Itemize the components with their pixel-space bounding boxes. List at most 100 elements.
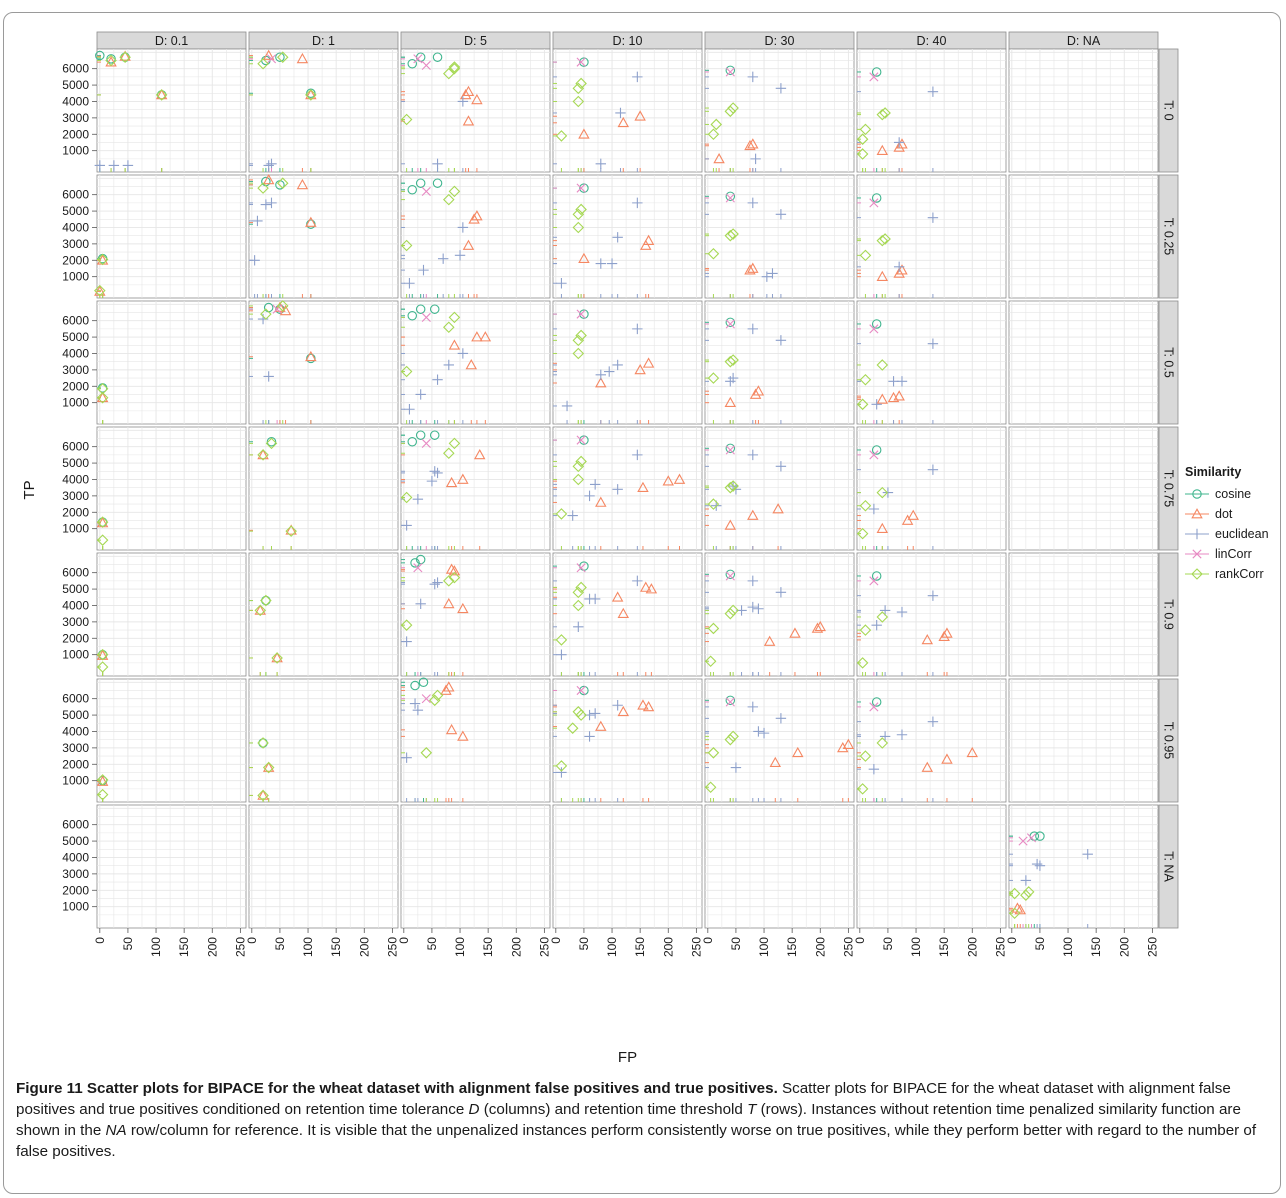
- panel: [400, 678, 551, 803]
- data-point-euclidean: [415, 598, 426, 610]
- data-point-euclidean: [426, 475, 438, 487]
- legend-key-dot: [1191, 508, 1203, 519]
- y-tick-label: 2000: [62, 631, 89, 645]
- data-point-rankCorr: [155, 89, 168, 101]
- data-point-dot: [893, 267, 905, 278]
- panel-points: [96, 382, 109, 424]
- data-point-rankCorr: [555, 760, 568, 772]
- panel: [704, 678, 855, 803]
- data-point-euclidean: [437, 253, 449, 264]
- x-tick-label: 50: [121, 937, 135, 951]
- data-point-dot: [305, 350, 317, 362]
- data-point-dot: [262, 761, 275, 772]
- data-point-euclidean: [429, 578, 440, 590]
- data-point-rankCorr: [443, 193, 455, 206]
- data-point-rankCorr: [572, 460, 585, 473]
- y-axis-label: TP: [21, 480, 38, 499]
- data-point-rankCorr: [276, 300, 289, 312]
- legend-key-rankCorr: [1191, 568, 1203, 580]
- data-point-euclidean: [432, 467, 443, 479]
- panel: [400, 300, 551, 425]
- data-point-rankCorr: [572, 334, 585, 347]
- x-tick-label: 100: [1061, 937, 1075, 957]
- y-tick-label: 3000: [62, 489, 89, 503]
- data-point-dot: [744, 264, 756, 275]
- data-point-dot: [465, 359, 478, 370]
- data-point-euclidean: [595, 158, 606, 169]
- data-point-dot: [640, 581, 652, 592]
- data-point-dot: [901, 514, 914, 525]
- panel: [1008, 804, 1159, 929]
- data-point-rankCorr: [257, 737, 269, 749]
- x-tick-label: 50: [729, 937, 743, 951]
- data-point-euclidean: [747, 197, 758, 209]
- data-point-dot: [642, 700, 655, 712]
- data-point-euclidean: [753, 603, 764, 614]
- panel: [552, 678, 703, 803]
- x-tick-label: 100: [757, 937, 771, 957]
- data-point-euclidean: [632, 323, 643, 335]
- data-point-rankCorr: [876, 737, 889, 749]
- y-tick-label: 6000: [62, 440, 89, 454]
- data-point-cosine: [871, 319, 882, 329]
- y-tick-label: 4000: [62, 850, 89, 864]
- panel: [856, 552, 1007, 677]
- data-point-euclidean: [584, 490, 595, 502]
- data-point-rankCorr: [707, 128, 720, 141]
- x-tick-label: 50: [577, 937, 591, 951]
- panel: [248, 552, 399, 677]
- x-tick-label: 250: [537, 937, 551, 957]
- data-point-rankCorr: [448, 185, 461, 198]
- data-point-rankCorr: [724, 481, 737, 494]
- data-point-dot: [595, 720, 607, 731]
- panel: [856, 48, 1007, 173]
- panel-points: [704, 569, 827, 676]
- data-point-rankCorr: [400, 365, 413, 378]
- panel: [1008, 300, 1159, 425]
- data-point-euclidean: [767, 268, 778, 279]
- data-point-dot: [662, 475, 675, 486]
- y-tick-label: 5000: [62, 204, 89, 218]
- y-tick-label: 6000: [62, 62, 89, 76]
- y-tick-label: 6000: [62, 566, 89, 580]
- y-tick-label: 3000: [62, 867, 89, 881]
- data-point-rankCorr: [704, 781, 717, 794]
- caption-na: NA: [105, 1122, 127, 1139]
- data-point-rankCorr: [572, 221, 585, 234]
- y-tick-label: 1000: [62, 144, 89, 158]
- y-tick-label: 6000: [62, 818, 89, 832]
- data-point-linCorr: [869, 72, 879, 82]
- x-tick-label: 150: [785, 937, 799, 957]
- caption-text-3: (rows). Instances without retention time…: [16, 1101, 1241, 1139]
- data-point-rankCorr: [555, 130, 568, 142]
- y-tick-label: 5000: [62, 456, 89, 470]
- data-point-linCorr: [725, 193, 735, 203]
- panel: [248, 174, 399, 299]
- panel: [248, 426, 399, 551]
- data-point-cosine: [95, 50, 105, 61]
- y-tick-label: 2000: [62, 253, 89, 267]
- data-point-rankCorr: [96, 648, 109, 661]
- x-tick-label: 200: [661, 937, 675, 957]
- data-point-euclidean: [401, 636, 412, 647]
- data-point-euclidean: [896, 729, 908, 740]
- data-point-rankCorr: [859, 499, 872, 512]
- data-point-rankCorr: [856, 133, 869, 145]
- data-point-euclidean: [266, 158, 277, 169]
- panel: [400, 804, 551, 929]
- row-strip: [1158, 804, 1179, 929]
- data-point-euclidean: [401, 752, 412, 763]
- data-point-euclidean: [412, 493, 424, 505]
- panel-points: [249, 300, 317, 424]
- panel-points: [249, 594, 283, 676]
- data-point-euclidean: [893, 261, 905, 273]
- data-point-euclidean: [879, 731, 891, 742]
- x-tick-label: 50: [425, 937, 439, 951]
- data-point-rankCorr: [96, 391, 109, 404]
- data-point-rankCorr: [859, 750, 872, 762]
- data-point-cosine: [415, 178, 426, 188]
- data-point-dot: [645, 583, 658, 594]
- panel: [96, 804, 247, 929]
- x-tick-label: 200: [357, 937, 371, 957]
- panel: [552, 174, 703, 299]
